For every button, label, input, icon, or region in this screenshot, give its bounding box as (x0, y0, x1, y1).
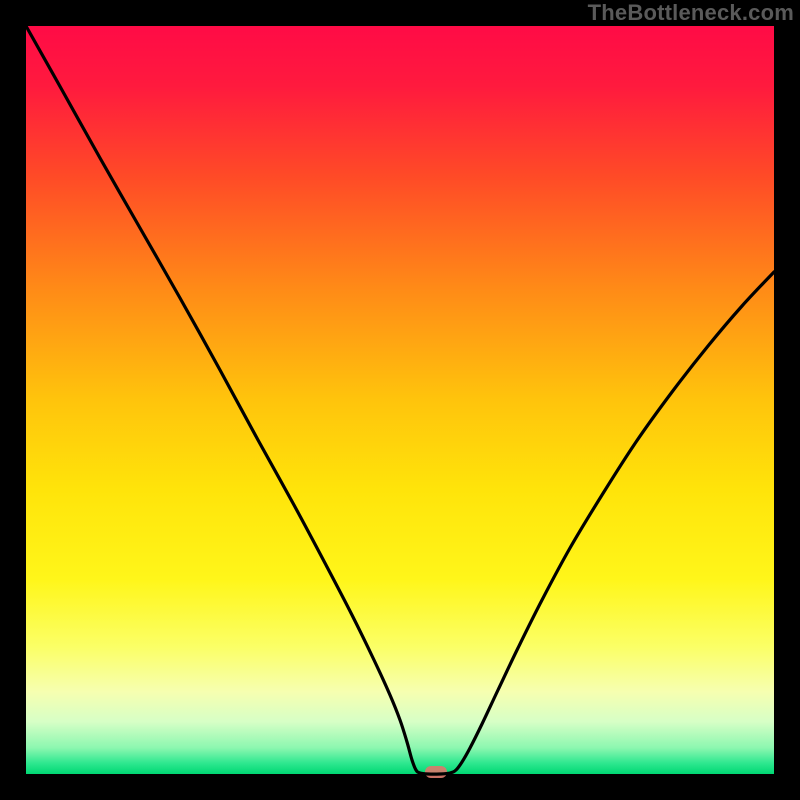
chart-root: { "canvas": { "width": 800, "height": 80… (0, 0, 800, 800)
minimum-marker (425, 766, 447, 778)
bottleneck-chart (0, 0, 800, 800)
gradient-background (26, 26, 774, 774)
watermark-text: TheBottleneck.com (588, 0, 794, 26)
